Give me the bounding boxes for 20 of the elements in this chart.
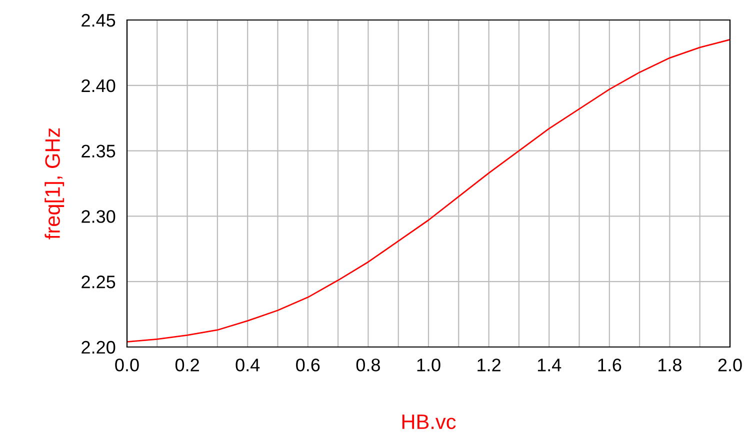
y-tick-label: 2.45: [82, 14, 116, 27]
y-tick-label: 2.40: [82, 79, 116, 92]
x-axis-title: HB.vc: [402, 414, 456, 430]
y-tick-label: 2.30: [82, 210, 116, 223]
line-series: [127, 38, 730, 342]
y-tick-label: 2.25: [82, 276, 116, 288]
y-axis-title: freq[1], GHz: [44, 128, 64, 240]
x-tick-label: 2.0: [718, 358, 742, 372]
x-tick-label: 0.8: [356, 358, 380, 372]
x-tick-label: 0.6: [296, 358, 320, 372]
x-tick-label: 0.4: [236, 358, 260, 372]
y-tick-label: 2.35: [82, 144, 116, 158]
x-tick-label: 1.0: [417, 358, 440, 372]
x-tick-label: 1.4: [538, 358, 562, 372]
x-tick-label: 0.0: [115, 358, 139, 372]
x-tick-label: 1.6: [598, 358, 622, 372]
x-tick-label: 1.8: [658, 358, 682, 372]
x-tick-label: 1.2: [478, 358, 500, 372]
y-tick-label: 2.20: [82, 340, 116, 354]
x-tick-label: 0.2: [175, 358, 199, 372]
